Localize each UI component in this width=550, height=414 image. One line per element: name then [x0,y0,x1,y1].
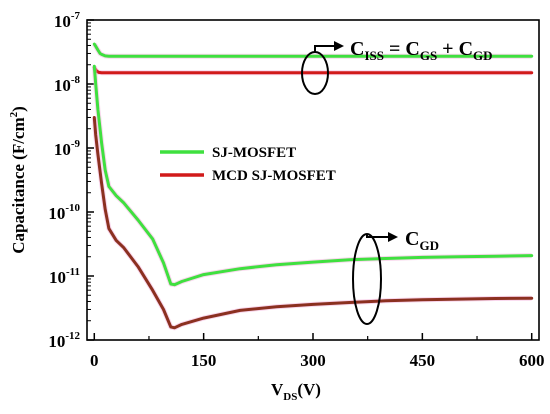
x-tick-label: 0 [90,351,99,370]
ciss-arrow [314,45,336,52]
x-tick-label: 450 [410,351,436,370]
y-tick-label: 10-12 [48,330,80,351]
x-axis-title: VDS(V) [271,380,321,403]
series-line [92,66,534,75]
series-line [92,42,534,58]
ciss-arrowhead [334,41,344,51]
series-curves [91,42,534,331]
cgd-arrowhead [388,232,398,242]
y-tick-label: 10-9 [54,138,81,159]
legend-label-mcd: MCD SJ-MOSFET [212,168,336,184]
y-tick-label: 10-11 [49,266,80,287]
y-tick-label: 10-10 [48,202,80,223]
cgd-arrow [366,234,390,238]
y-axis-title: Capacitance (F/cm2) [8,106,28,254]
y-tick-label: 10-8 [54,74,81,95]
legend: SJ-MOSFET MCD SJ-MOSFET [160,145,336,184]
cgd-label: CGD [405,228,439,253]
x-tick-label: 600 [519,351,545,370]
x-tick-label: 150 [191,351,217,370]
cgd-annotation: CGD [352,228,439,325]
x-tick-labels: 0 150 300 450 600 [90,351,544,370]
ciss-label: CISS = CGS + CGD [350,38,493,63]
series-line [92,116,534,330]
x-tick-label: 300 [300,351,326,370]
y-tick-labels: 10-12 10-11 10-10 10-9 10-8 10-7 [48,10,80,351]
cgd-ellipse [352,233,382,325]
ciss-annotation: CISS = CGS + CGD [301,38,493,95]
axis-ticks [87,19,533,341]
legend-label-sj: SJ-MOSFET [212,145,296,161]
y-tick-label: 10-7 [54,10,81,31]
series-halo [91,117,532,331]
series-line [92,64,534,287]
